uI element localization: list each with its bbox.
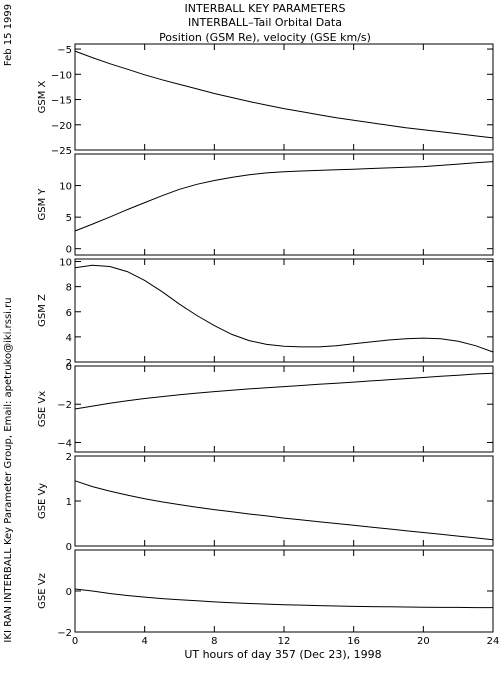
panel-3: 2 4 6 8 10 GSM Z: [37, 258, 494, 369]
y-tick-label: −25: [51, 146, 72, 157]
x-tick-label: 24: [487, 636, 500, 647]
panel-2: 0 5 10 GSM Y: [37, 153, 494, 256]
panel-frame: [74, 153, 494, 256]
panel-frame: [74, 455, 494, 547]
y-tick-label: 0: [66, 245, 72, 256]
panel-frame: [74, 365, 494, 453]
series-line-gsm-x: [74, 50, 494, 139]
panel-frame: [74, 549, 494, 633]
credit-line: IKI RAN INTERBALL Key Parameter Group, E…: [3, 297, 14, 642]
date-stamp: Feb 15 1999: [3, 4, 14, 66]
y-tick-label: 5: [66, 213, 72, 224]
x-tick-label: 0: [72, 636, 78, 647]
x-tick-label: 20: [417, 636, 430, 647]
panel-4: 0 −2 −4 GSE Vx: [37, 362, 494, 453]
y-tick-label: −4: [57, 438, 72, 449]
chart-title-line2: INTERBALL–Tail Orbital Data: [188, 16, 342, 29]
x-tick-label: 8: [211, 636, 217, 647]
x-tick-label: 12: [278, 636, 291, 647]
chart-title-line3: Position (GSM Re), velocity (GSE km/s): [159, 31, 371, 44]
y-axis-label: GSE Vy: [37, 483, 48, 519]
y-axis-label: GSM X: [37, 80, 48, 113]
y-tick-label: 2: [66, 452, 72, 463]
y-axis-label: GSE Vx: [37, 391, 48, 427]
chart-title-line1: INTERBALL KEY PARAMETERS: [185, 2, 346, 15]
panel-frame: [74, 43, 494, 151]
panel-6: 0 −2 GSE Vz: [37, 549, 494, 639]
y-axis-label: GSM Y: [37, 188, 48, 221]
y-axis-label: GSE Vz: [37, 573, 48, 609]
y-tick-label: −2: [57, 400, 72, 411]
x-tick-label: 4: [141, 636, 147, 647]
y-tick-label: 0: [66, 362, 72, 373]
panel-1: −5 −10 −15 −20 −25 GSM X: [37, 43, 494, 157]
y-tick-label: 10: [59, 258, 72, 269]
series-line-gse-vy: [74, 480, 494, 541]
x-axis-label: UT hours of day 357 (Dec 23), 1998: [184, 648, 381, 661]
y-tick-label: −5: [57, 45, 72, 56]
y-tick-label: 2: [66, 358, 72, 369]
x-tick-label: 16: [347, 636, 360, 647]
y-tick-label: 10: [59, 182, 72, 193]
series-line-gsm-z: [74, 264, 494, 353]
y-tick-label: 0: [66, 587, 72, 598]
y-tick-label: −2: [57, 628, 72, 639]
y-tick-label: 8: [66, 283, 72, 294]
y-axis-label: GSM Z: [37, 294, 48, 327]
series-line-gsm-y: [74, 161, 494, 232]
y-tick-label: 4: [66, 333, 72, 344]
panel-5: 2 1 0 GSE Vy: [37, 452, 494, 553]
y-tick-label: 1: [66, 497, 72, 508]
y-tick-label: −20: [51, 121, 72, 132]
y-tick-label: 6: [66, 308, 72, 319]
y-tick-label: 0: [66, 542, 72, 553]
y-tick-label: −10: [51, 70, 72, 81]
y-tick-label: −15: [51, 96, 72, 107]
series-line-gse-vz: [74, 588, 493, 609]
series-line-gse-vx: [74, 372, 494, 410]
